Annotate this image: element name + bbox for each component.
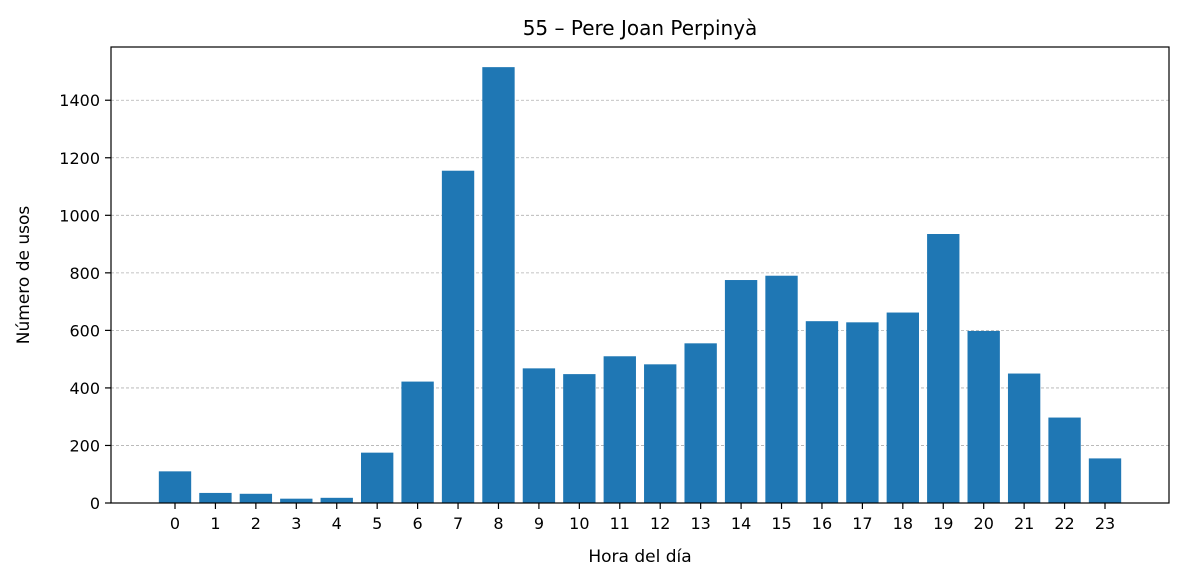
x-tick-label: 6 bbox=[413, 514, 423, 533]
x-tick-label: 20 bbox=[974, 514, 994, 533]
x-tick-label: 22 bbox=[1054, 514, 1074, 533]
bar-hour-21 bbox=[1007, 373, 1041, 503]
x-tick-label: 0 bbox=[170, 514, 180, 533]
x-tick-label: 21 bbox=[1014, 514, 1034, 533]
x-tick-label: 14 bbox=[731, 514, 751, 533]
y-tick-label: 600 bbox=[69, 321, 100, 340]
bar-hour-22 bbox=[1048, 417, 1081, 503]
x-tick-label: 12 bbox=[650, 514, 670, 533]
x-tick-label: 15 bbox=[771, 514, 791, 533]
bar-hour-1 bbox=[199, 492, 232, 503]
y-tick-label: 1200 bbox=[59, 149, 100, 168]
bar-hour-5 bbox=[361, 452, 394, 503]
x-tick-label: 19 bbox=[933, 514, 953, 533]
x-tick-label: 23 bbox=[1095, 514, 1115, 533]
x-tick-label: 2 bbox=[251, 514, 261, 533]
bar-hour-11 bbox=[603, 356, 636, 503]
bar-hour-3 bbox=[280, 498, 313, 503]
x-tick-label: 3 bbox=[291, 514, 301, 533]
bar-hour-23 bbox=[1088, 458, 1122, 503]
bar-hour-18 bbox=[886, 312, 919, 503]
x-tick-label: 13 bbox=[690, 514, 710, 533]
y-tick-label: 200 bbox=[69, 436, 100, 455]
bar-hour-19 bbox=[927, 234, 960, 503]
y-tick-label: 0 bbox=[90, 494, 100, 513]
chart-title: 55 – Pere Joan Perpinyà bbox=[523, 16, 758, 40]
bar-hour-17 bbox=[846, 322, 879, 503]
x-tick-label: 8 bbox=[493, 514, 503, 533]
y-tick-label: 800 bbox=[69, 264, 100, 283]
y-tick-label: 400 bbox=[69, 379, 100, 398]
bar-hour-16 bbox=[805, 321, 839, 503]
bar-hour-10 bbox=[563, 374, 596, 503]
bar-hour-12 bbox=[644, 364, 677, 503]
x-tick-label: 9 bbox=[534, 514, 544, 533]
plot-frame bbox=[110, 46, 1170, 504]
bar-hour-0 bbox=[158, 471, 192, 503]
bar-hour-6 bbox=[401, 381, 434, 503]
x-tick-label: 5 bbox=[372, 514, 382, 533]
x-tick-label: 10 bbox=[569, 514, 589, 533]
bar-hour-15 bbox=[765, 275, 798, 503]
x-tick-label: 1 bbox=[210, 514, 220, 533]
bar-hour-9 bbox=[522, 368, 556, 503]
x-axis-label: Hora del día bbox=[588, 547, 691, 567]
y-tick-label: 1400 bbox=[59, 91, 100, 110]
x-axis-ticks: 0 1 2 3 4 5 6 7 8 9 10 11 12 13 14 15 16 17 18 19 20 21 22 23 bbox=[170, 503, 1115, 533]
bar-hour-20 bbox=[967, 330, 1000, 503]
y-tick-label: 1000 bbox=[59, 206, 100, 225]
bar-hour-2 bbox=[239, 493, 273, 503]
x-tick-label: 17 bbox=[852, 514, 872, 533]
x-tick-label: 18 bbox=[893, 514, 913, 533]
x-tick-label: 4 bbox=[332, 514, 342, 533]
bars bbox=[158, 67, 1122, 503]
bar-hour-14 bbox=[724, 280, 758, 503]
bar-hour-13 bbox=[684, 343, 717, 503]
bar-hour-7 bbox=[441, 170, 475, 503]
bar-hour-8 bbox=[482, 67, 515, 503]
y-axis-ticks: 0 200 400 600 800 1000 1200 1400 bbox=[59, 91, 111, 513]
bar-hour-4 bbox=[320, 497, 353, 503]
x-tick-label: 7 bbox=[453, 514, 463, 533]
y-axis-label: Número de usos bbox=[14, 206, 34, 345]
x-tick-label: 11 bbox=[610, 514, 630, 533]
x-tick-label: 16 bbox=[812, 514, 832, 533]
